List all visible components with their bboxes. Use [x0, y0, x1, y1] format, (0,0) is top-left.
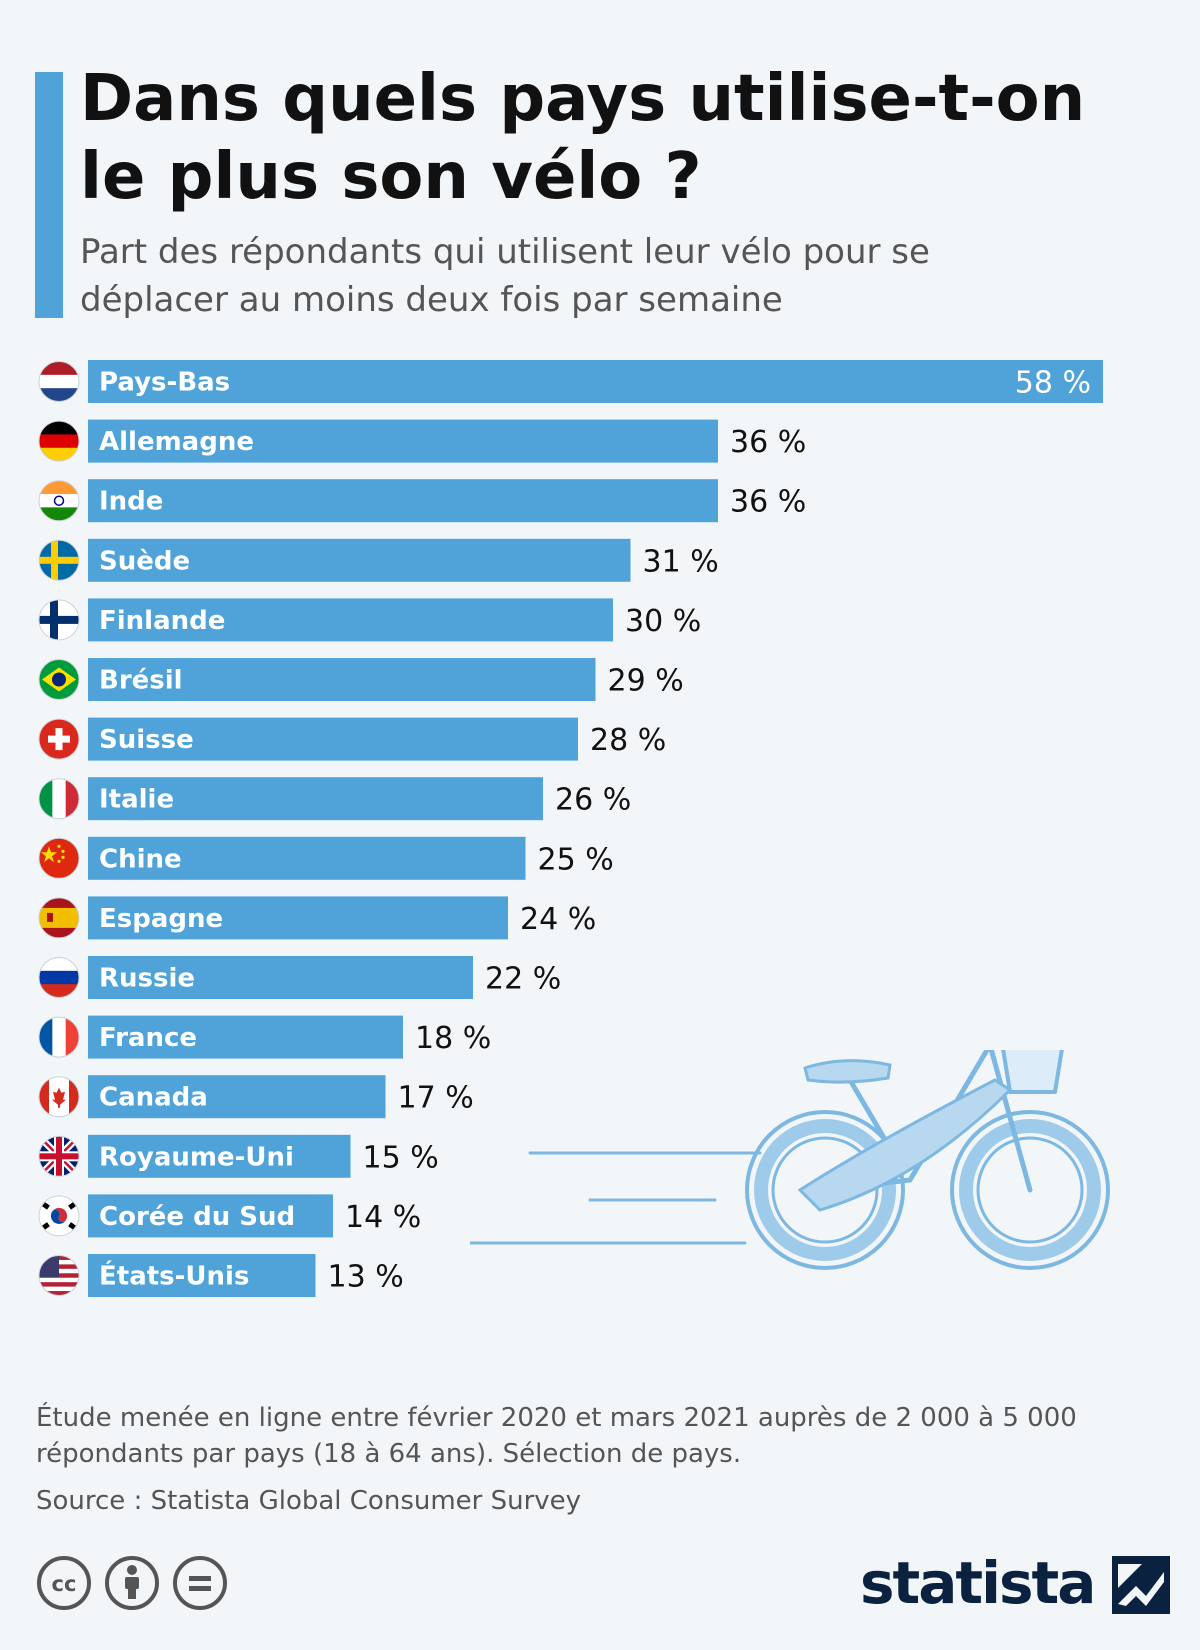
- bar-value-label: 36 %: [730, 425, 806, 460]
- uk-flag-icon: [38, 1135, 80, 1177]
- no-derivatives-icon[interactable]: [172, 1555, 228, 1611]
- cc-icon[interactable]: cc: [36, 1555, 92, 1611]
- bar: [88, 1254, 316, 1297]
- bar-value-label: 24 %: [520, 902, 596, 937]
- bar-label: Espagne: [99, 904, 223, 934]
- bar: [88, 360, 1103, 403]
- germany-flag-icon: [38, 420, 80, 462]
- bar-value-label: 29 %: [608, 664, 684, 699]
- by-attribution-icon[interactable]: [104, 1555, 160, 1611]
- statista-logo-mark-icon: [1112, 1556, 1170, 1614]
- bar-label: Canada: [99, 1083, 208, 1113]
- switzerland-flag-icon: [38, 718, 80, 760]
- bar: [88, 777, 543, 821]
- bar-row: Russie 22 %: [38, 956, 561, 999]
- bar: [88, 1015, 403, 1059]
- bar-label: Brésil: [99, 666, 183, 696]
- bar-row: Canada 17 %: [38, 1075, 474, 1119]
- bar: [88, 896, 508, 940]
- bar-value-label: 31 %: [643, 544, 719, 579]
- bar: [88, 479, 718, 523]
- bar: [88, 1194, 333, 1238]
- bar-value-label: 25 %: [538, 842, 614, 877]
- bar-value-label: 13 %: [328, 1260, 404, 1295]
- bar-row: Royaume-Uni 15 %: [38, 1134, 439, 1178]
- page-subtitle: Part des répondants qui utilisent leur v…: [80, 232, 930, 320]
- bar-row: Suisse 28 %: [38, 717, 666, 761]
- bar: [88, 1134, 351, 1178]
- bar-row: Italie 26 %: [38, 777, 631, 821]
- source-note: Source : Statista Global Consumer Survey: [36, 1486, 582, 1516]
- finland-flag-icon: [38, 599, 80, 641]
- spain-flag-icon: [38, 897, 80, 939]
- bar-value-label: 26 %: [555, 783, 631, 818]
- bar-label: Suisse: [99, 725, 194, 755]
- bar-label: Chine: [99, 844, 182, 874]
- license-icons: cc: [36, 1555, 228, 1615]
- bar: [88, 538, 631, 582]
- bar: [88, 956, 473, 999]
- brazil-flag-icon: [38, 659, 80, 700]
- bar-row: Espagne 24 %: [38, 896, 596, 940]
- bar-row: Inde 36 %: [38, 479, 806, 523]
- bar-row: France 18 %: [38, 1015, 491, 1059]
- bar: [88, 658, 596, 701]
- statista-logo-text: statista: [860, 1549, 1096, 1617]
- bar-label: Russie: [99, 964, 195, 994]
- bar: [88, 1075, 386, 1119]
- bar-row: Brésil 29 %: [38, 658, 684, 701]
- bar-label: États-Unis: [99, 1260, 249, 1292]
- bar-label: Italie: [99, 785, 174, 815]
- bar-row: Corée du Sud 14 %: [38, 1194, 421, 1238]
- netherlands-flag-icon: [38, 361, 80, 402]
- bar-label: Royaume-Uni: [99, 1142, 294, 1172]
- bar: [88, 419, 718, 463]
- usa-flag-icon: [38, 1255, 80, 1296]
- page-title: Dans quels pays utilise-t-on le plus son…: [80, 62, 1086, 214]
- sweden-flag-icon: [38, 539, 80, 581]
- france-flag-icon: [38, 1016, 80, 1058]
- bar-value-label: 22 %: [485, 962, 561, 997]
- bar-value-label: 17 %: [398, 1081, 474, 1116]
- bar-row: Chine 25 %: [38, 836, 614, 880]
- bar-row: Pays-Bas 58 %: [38, 360, 1103, 403]
- bar-label: Corée du Sud: [99, 1202, 295, 1232]
- bar-value-label: 58 %: [1015, 366, 1091, 401]
- bar-label: Suède: [99, 546, 190, 576]
- india-flag-icon: [38, 480, 80, 522]
- bar-row: Suède 31 %: [38, 538, 719, 582]
- statista-logo[interactable]: statista: [860, 1548, 1170, 1618]
- bar-label: Inde: [99, 487, 163, 517]
- title-accent-bar: [35, 72, 63, 318]
- bicycle-illustration-icon: [470, 1050, 1110, 1270]
- svg-text:cc: cc: [52, 1572, 77, 1596]
- bar: [88, 717, 578, 761]
- bar-label: Allemagne: [99, 427, 254, 457]
- bar-label: France: [99, 1023, 197, 1053]
- canada-flag-icon: [38, 1076, 80, 1118]
- russia-flag-icon: [38, 957, 80, 998]
- bar-value-label: 14 %: [345, 1200, 421, 1235]
- bar-value-label: 15 %: [363, 1140, 439, 1175]
- bar: [88, 598, 613, 642]
- china-flag-icon: [38, 837, 80, 879]
- italy-flag-icon: [38, 778, 80, 820]
- bar-value-label: 30 %: [625, 604, 701, 639]
- south-korea-flag-icon: [38, 1195, 80, 1237]
- methodology-note: Étude menée en ligne entre février 2020 …: [36, 1403, 1077, 1469]
- bar-chart: Pays-Bas 58 % Allemagne 36 % Inde 36 % Suède 31…: [38, 360, 1103, 1297]
- bar-row: Allemagne 36 %: [38, 419, 806, 463]
- bar: [88, 836, 526, 880]
- bar-label: Finlande: [99, 606, 225, 636]
- bar-label: Pays-Bas: [99, 368, 230, 398]
- bar-row: Finlande 30 %: [38, 598, 701, 642]
- bar-value-label: 36 %: [730, 485, 806, 520]
- bar-value-label: 28 %: [590, 723, 666, 758]
- bar-row: États-Unis 13 %: [38, 1254, 404, 1297]
- bar-value-label: 18 %: [415, 1021, 491, 1056]
